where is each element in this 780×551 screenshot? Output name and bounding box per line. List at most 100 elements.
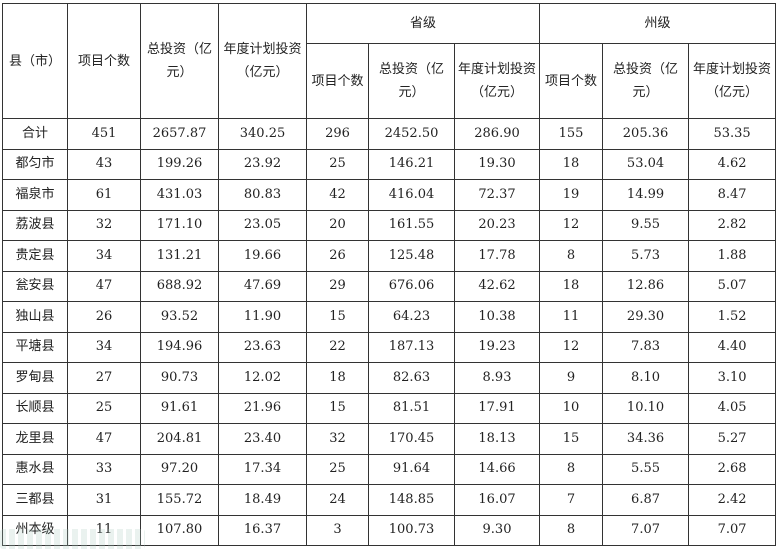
cell-prefecture-annual: 4.05 <box>688 392 777 424</box>
cell-prefecture-total: 53.04 <box>602 148 690 180</box>
table-body: 合计 451 2657.87 340.25 296 2452.50 286.90 155 205… <box>2 118 777 546</box>
cell-prefecture-total: 12.86 <box>602 270 690 302</box>
cell-annual-investment: 80.83 <box>218 179 307 211</box>
cell-provincial-projects: 29 <box>306 270 369 302</box>
cell-projects: 43 <box>67 148 141 180</box>
cell-prefecture-annual: 4.62 <box>688 148 777 180</box>
cell-prefecture-annual: 2.68 <box>688 453 777 485</box>
cell-projects: 451 <box>67 118 141 150</box>
cell-prefecture-total: 7.07 <box>602 514 690 546</box>
header-provincial-group: 省级 <box>305 3 541 44</box>
cell-total-investment: 91.61 <box>140 392 219 424</box>
cell-prefecture-total: 8.10 <box>602 362 690 394</box>
cell-county-name: 龙里县 <box>2 423 68 455</box>
header-total-investment: 总投资（亿元） <box>140 3 219 119</box>
cell-annual-investment: 23.92 <box>218 148 307 180</box>
header-county: 县（市） <box>2 3 68 119</box>
cell-total-investment: 131.21 <box>140 240 219 272</box>
table-row: 瓮安县 47 688.92 47.69 29 676.06 42.62 18 12.86 5.07 <box>2 270 777 302</box>
cell-county-name: 荔波县 <box>2 209 68 241</box>
cell-projects: 33 <box>67 453 141 485</box>
cell-provincial-projects: 3 <box>306 514 369 546</box>
header-provincial-total: 总投资（亿元） <box>368 43 455 119</box>
cell-prefecture-projects: 12 <box>539 331 604 363</box>
cell-projects: 32 <box>67 209 141 241</box>
cell-provincial-projects: 32 <box>306 423 369 455</box>
table-row: 三都县 31 155.72 18.49 24 148.85 16.07 7 6.87 2.42 <box>2 484 777 516</box>
cell-projects: 34 <box>67 331 141 363</box>
table-row: 贵定县 34 131.21 19.66 26 125.48 17.78 8 5.73 1.88 <box>2 240 777 272</box>
cell-provincial-projects: 20 <box>306 209 369 241</box>
table-row: 平塘县 34 194.96 23.63 22 187.13 19.23 12 7.83 4.40 <box>2 331 777 363</box>
cell-provincial-projects: 42 <box>306 179 369 211</box>
cell-county-name: 瓮安县 <box>2 270 68 302</box>
cell-county-name: 合计 <box>2 118 68 150</box>
cell-projects: 47 <box>67 270 141 302</box>
cell-prefecture-projects: 18 <box>539 148 604 180</box>
cell-annual-investment: 23.40 <box>218 423 307 455</box>
cell-total-investment: 171.10 <box>140 209 219 241</box>
cell-prefecture-projects: 8 <box>539 514 604 546</box>
table-row: 罗甸县 27 90.73 12.02 18 82.63 8.93 9 8.10 3.10 <box>2 362 777 394</box>
cell-annual-investment: 11.90 <box>218 301 307 333</box>
cell-annual-investment: 21.96 <box>218 392 307 424</box>
cell-provincial-annual: 72.37 <box>453 179 541 211</box>
cell-prefecture-annual: 5.07 <box>688 270 777 302</box>
cell-projects: 47 <box>67 423 141 455</box>
cell-provincial-annual: 17.91 <box>453 392 541 424</box>
cell-total-investment: 93.52 <box>140 301 219 333</box>
cell-prefecture-total: 7.83 <box>602 331 690 363</box>
cell-prefecture-projects: 7 <box>539 484 604 516</box>
cell-provincial-total: 148.85 <box>368 484 455 516</box>
cell-prefecture-total: 6.87 <box>602 484 690 516</box>
cell-prefecture-projects: 9 <box>539 362 604 394</box>
header-prefecture-total: 总投资（亿元） <box>602 43 690 119</box>
cell-provincial-total: 416.04 <box>368 179 455 211</box>
cell-projects: 61 <box>67 179 141 211</box>
cell-provincial-projects: 25 <box>306 148 369 180</box>
watermark <box>0 529 145 549</box>
cell-total-investment: 155.72 <box>140 484 219 516</box>
cell-prefecture-projects: 11 <box>539 301 604 333</box>
cell-prefecture-projects: 19 <box>539 179 604 211</box>
cell-prefecture-annual: 8.47 <box>688 179 777 211</box>
cell-county-name: 长顺县 <box>2 392 68 424</box>
cell-provincial-annual: 10.38 <box>453 301 541 333</box>
cell-provincial-total: 125.48 <box>368 240 455 272</box>
cell-prefecture-total: 205.36 <box>602 118 690 150</box>
header-row-top: 县（市） 项目个数 总投资（亿元） 年度计划投资（亿元） 省级 州级 <box>2 3 777 119</box>
cell-provincial-projects: 296 <box>306 118 369 150</box>
cell-prefecture-total: 14.99 <box>602 179 690 211</box>
header-prefecture-projects: 项目个数 <box>539 43 604 119</box>
header-projects: 项目个数 <box>67 3 141 119</box>
cell-county-name: 平塘县 <box>2 331 68 363</box>
cell-prefecture-projects: 18 <box>539 270 604 302</box>
cell-projects: 27 <box>67 362 141 394</box>
cell-prefecture-annual: 1.52 <box>688 301 777 333</box>
cell-county-name: 都匀市 <box>2 148 68 180</box>
cell-projects: 11 <box>67 514 141 546</box>
cell-provincial-total: 2452.50 <box>368 118 455 150</box>
header-prefecture-annual: 年度计划投资（亿元） <box>688 43 777 119</box>
cell-annual-investment: 16.37 <box>218 514 307 546</box>
cell-prefecture-annual: 3.10 <box>688 362 777 394</box>
cell-prefecture-annual: 5.27 <box>688 423 777 455</box>
cell-provincial-annual: 8.93 <box>453 362 541 394</box>
cell-prefecture-annual: 4.40 <box>688 331 777 363</box>
cell-prefecture-projects: 8 <box>539 240 604 272</box>
cell-provincial-projects: 22 <box>306 331 369 363</box>
cell-provincial-total: 82.63 <box>368 362 455 394</box>
header-provincial-projects: 项目个数 <box>306 43 369 119</box>
cell-provincial-total: 170.45 <box>368 423 455 455</box>
cell-provincial-total: 100.73 <box>368 514 455 546</box>
cell-prefecture-annual: 2.82 <box>688 209 777 241</box>
cell-provincial-projects: 15 <box>306 301 369 333</box>
cell-annual-investment: 23.63 <box>218 331 307 363</box>
cell-total-investment: 688.92 <box>140 270 219 302</box>
cell-county-name: 福泉市 <box>2 179 68 211</box>
cell-provincial-annual: 16.07 <box>453 484 541 516</box>
cell-provincial-total: 81.51 <box>368 392 455 424</box>
cell-prefecture-annual: 53.35 <box>688 118 777 150</box>
cell-annual-investment: 18.49 <box>218 484 307 516</box>
cell-prefecture-projects: 10 <box>539 392 604 424</box>
